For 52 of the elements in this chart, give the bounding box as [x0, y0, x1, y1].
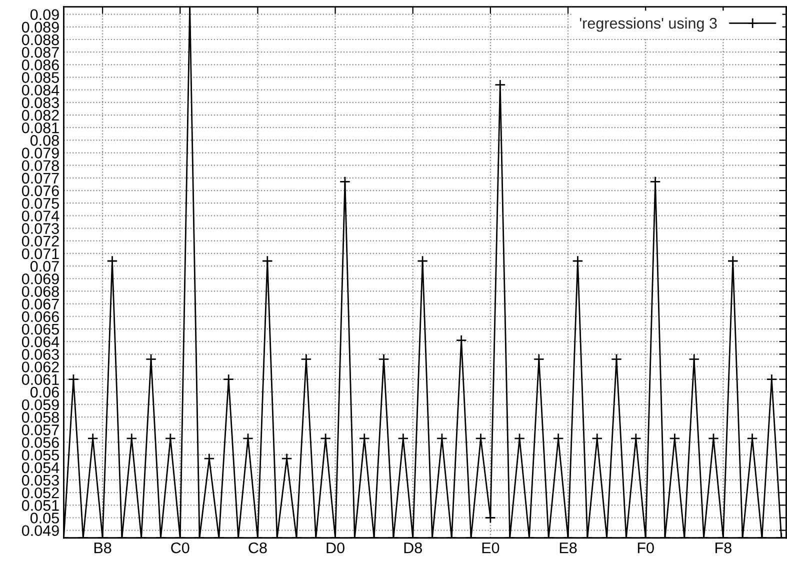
- y-tick-label: 0.077: [22, 172, 59, 184]
- y-tick-label: 0.057: [22, 424, 59, 436]
- y-tick-label: 0.066: [22, 311, 59, 322]
- x-tick-label: E0: [482, 542, 500, 554]
- y-tick-label: 0.07: [30, 260, 59, 272]
- y-tick-label: 0.056: [22, 437, 59, 448]
- y-tick-label: 0.051: [22, 500, 59, 511]
- y-tick-label: 0.085: [22, 72, 59, 83]
- x-tick-label: B8: [94, 542, 112, 554]
- y-tick-label: 0.086: [22, 60, 59, 70]
- y-tick-label: 0.072: [22, 236, 59, 247]
- x-tick-label: D0: [326, 542, 344, 554]
- y-tick-label: 0.06: [30, 386, 59, 398]
- y-tick-label: 0.078: [22, 160, 59, 172]
- y-tick-label: 0.068: [22, 286, 59, 297]
- y-tick-label: 0.055: [22, 450, 59, 461]
- y-tick-label: 0.083: [22, 97, 59, 108]
- y-tick-label: 0.067: [22, 298, 59, 310]
- y-tick-label: 0.054: [22, 462, 60, 474]
- y-tick-label: 0.071: [22, 248, 59, 260]
- y-tick-label: 0.052: [22, 487, 59, 498]
- y-tick-label: 0.088: [22, 34, 59, 46]
- y-tick-label: 0.061: [22, 374, 59, 385]
- y-tick-label: 0.084: [22, 84, 60, 96]
- x-tick-label: C0: [171, 542, 190, 554]
- y-tick-label: 0.074: [22, 210, 60, 222]
- x-tick-label: E8: [560, 542, 577, 554]
- x-tick-label: D8: [404, 542, 422, 554]
- y-tick-label: 0.059: [22, 399, 59, 410]
- y-tick-label: 0.079: [22, 148, 59, 158]
- y-tick-label: 0.073: [22, 223, 59, 234]
- y-tick-label: 0.069: [22, 273, 59, 284]
- y-tick-label: 0.058: [22, 412, 59, 423]
- y-tick-label: 0.063: [22, 349, 59, 360]
- y-tick-label: 0.082: [22, 110, 59, 121]
- x-tick-label: C8: [248, 542, 267, 554]
- y-tick-label: 0.049: [22, 525, 59, 536]
- y-tick-label: 0.076: [22, 185, 59, 196]
- y-tick-label: 0.089: [22, 22, 59, 33]
- y-tick-label: 0.053: [22, 474, 59, 486]
- y-tick-label: 0.075: [22, 198, 59, 209]
- y-tick-label: 0.062: [22, 362, 59, 372]
- y-tick-label: 0.09: [30, 9, 59, 20]
- y-tick-label: 0.08: [30, 135, 59, 146]
- y-tick-label: 0.05: [30, 512, 59, 524]
- legend-label: 'regressions' using 3: [580, 17, 717, 32]
- x-tick-label: F0: [638, 542, 654, 554]
- y-tick-label: 0.065: [22, 324, 59, 335]
- x-tick-label: F8: [716, 542, 732, 554]
- y-tick-label: 0.081: [22, 122, 59, 134]
- y-tick-label: 0.064: [22, 336, 60, 348]
- y-tick-label: 0.087: [22, 46, 59, 58]
